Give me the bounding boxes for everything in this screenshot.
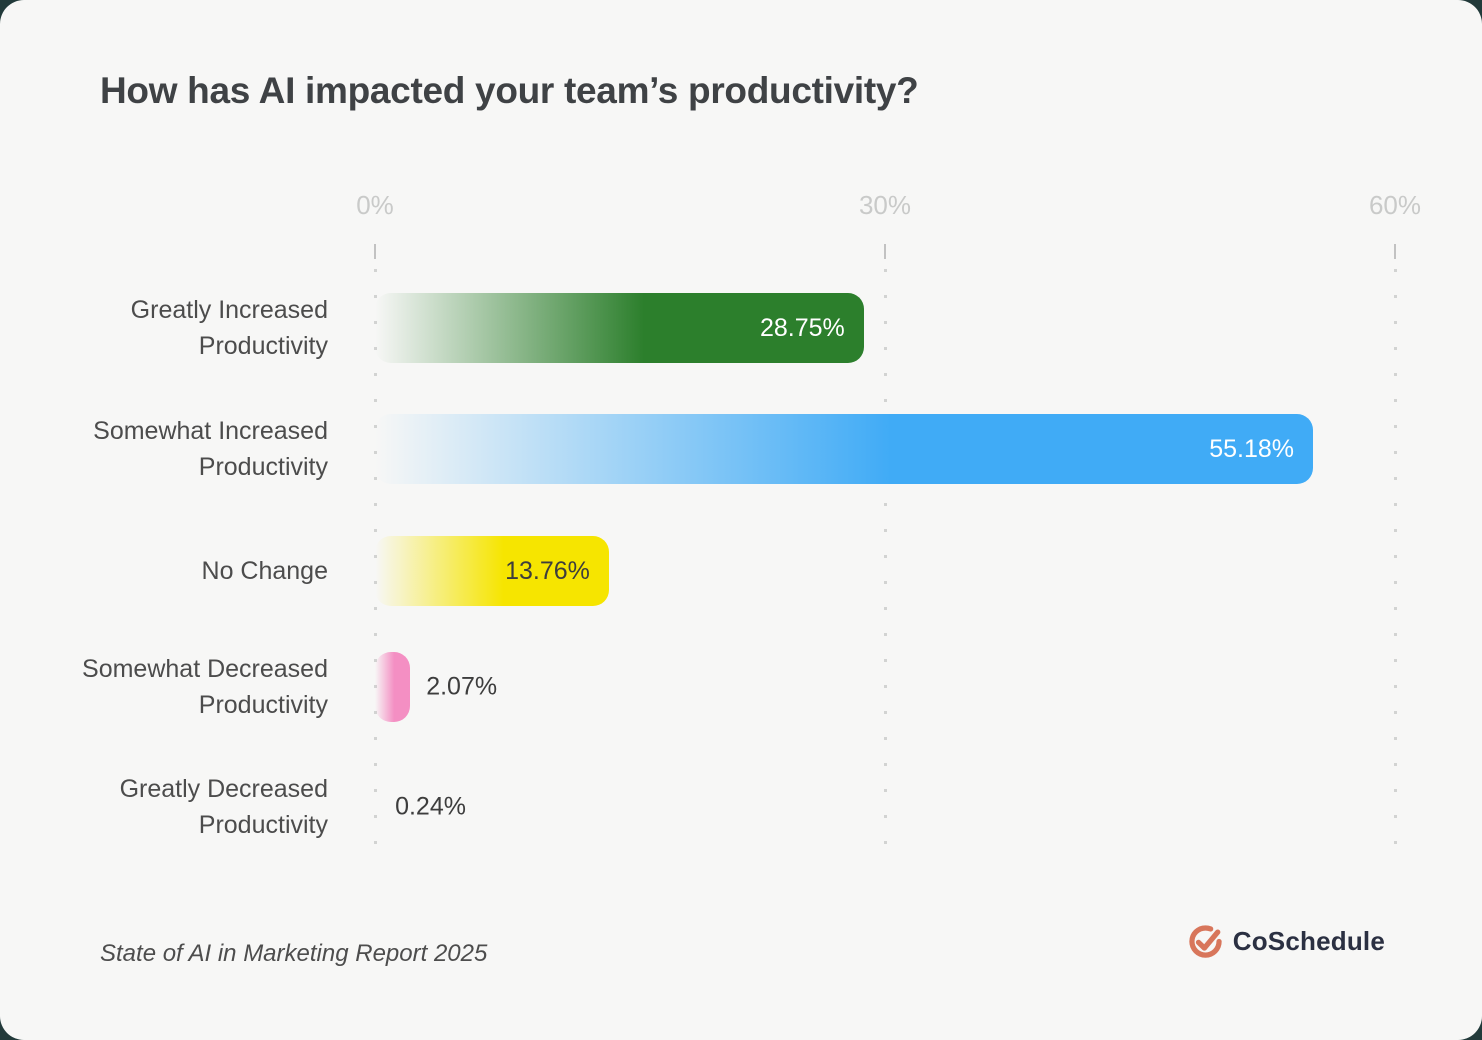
bar-row-somewhat-increased: Somewhat Increased Productivity 55.18% [0, 414, 1482, 484]
bar-row-greatly-decreased: Greatly Decreased Productivity 0.24% [0, 772, 1482, 842]
coschedule-logo: CoSchedule [1188, 924, 1385, 959]
bar-somewhat-decreased [375, 652, 411, 722]
value-label: 55.18% [1209, 434, 1295, 463]
brand-name: CoSchedule [1232, 926, 1385, 956]
bar-row-greatly-increased: Greatly Increased Productivity 28.75% [0, 293, 1482, 363]
value-label: 13.76% [505, 556, 590, 585]
category-label: No Change [201, 557, 328, 585]
value-label: 2.07% [426, 672, 498, 701]
axis-tick-mark [374, 244, 376, 259]
category-label: Somewhat Increased Productivity [93, 417, 328, 481]
bar-no-change: 13.76% [375, 536, 609, 606]
source-note: State of AI in Marketing Report 2025 [100, 940, 488, 967]
category-label: Somewhat Decreased Productivity [82, 655, 328, 719]
category-label: Greatly Decreased Productivity [119, 775, 328, 839]
vertical-gridline [884, 269, 887, 861]
axis-tick-label-30: 30% [858, 190, 912, 220]
plot-area: 0% 30% 60% Greatly Increased Productivit… [0, 190, 1482, 870]
bar-somewhat-increased: 55.18% [375, 414, 1314, 484]
bar-greatly-increased: 28.75% [375, 293, 864, 363]
bar-row-no-change: No Change 13.76% [0, 536, 1482, 606]
axis-tick-mark [1394, 244, 1396, 259]
axis-tick-label-60: 60% [1368, 190, 1422, 220]
value-label: 28.75% [759, 313, 845, 342]
axis-tick-label-0: 0% [356, 190, 394, 220]
bar-row-somewhat-decreased: Somewhat Decreased Productivity 2.07% [0, 652, 1482, 722]
category-label: Greatly Increased Productivity [130, 296, 328, 360]
vertical-gridline [1394, 269, 1397, 861]
value-label: 0.24% [395, 792, 466, 821]
chart-title: How has AI impacted your team’s producti… [100, 70, 919, 111]
coschedule-checkmark-icon [1189, 925, 1222, 958]
bar-rows: Greatly Increased Productivity 28.75% So… [0, 293, 1482, 853]
axis-tick-mark [884, 244, 886, 259]
